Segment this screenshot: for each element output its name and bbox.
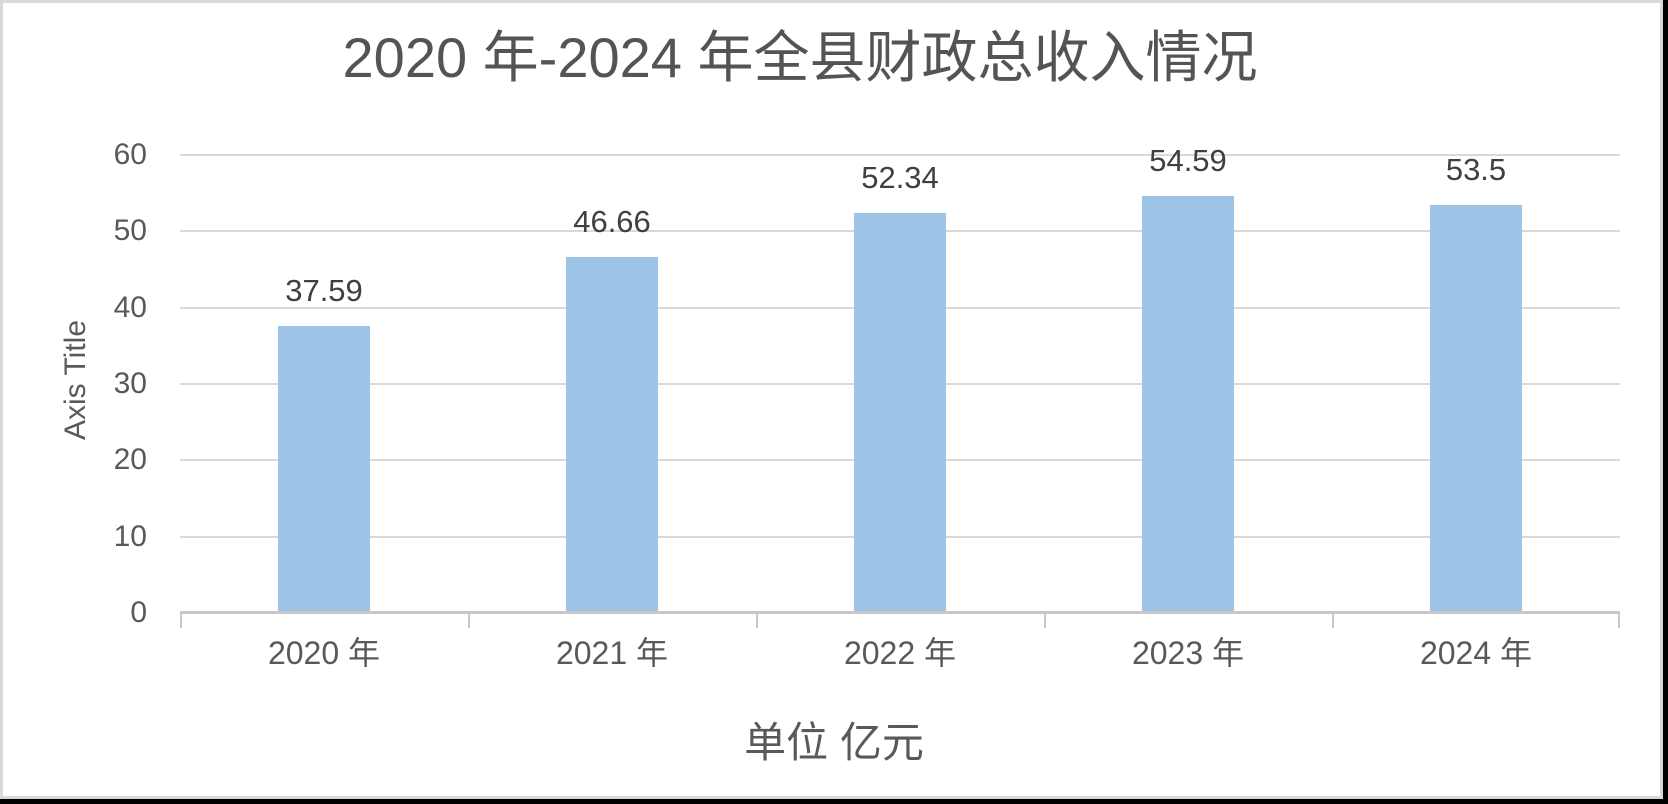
unit-caption: 单位 亿元 — [744, 719, 924, 766]
plot-area: 37.59 46.66 52.34 54.59 53.5 — [180, 145, 1620, 628]
bar-2023-年 — [1142, 196, 1234, 613]
y-tick-label-0: 0 — [130, 596, 147, 629]
x-axis-line — [180, 611, 1620, 614]
x-category-label-2022-年: 2022 年 — [843, 635, 957, 671]
x-axis-tick — [468, 614, 470, 628]
y-tick-label-20: 20 — [113, 443, 147, 476]
x-category-label-2023-年: 2023 年 — [1131, 635, 1245, 671]
data-label-2023-年: 54.59 — [1149, 143, 1227, 178]
y-tick-label-60: 60 — [113, 138, 147, 171]
x-axis-tick — [1332, 614, 1334, 628]
data-label-2020-年: 37.59 — [285, 273, 363, 308]
bar-2021-年 — [566, 257, 658, 613]
x-category-label-2021-年: 2021 年 — [555, 635, 669, 671]
x-axis-tick — [1044, 614, 1046, 628]
y-tick-label-40: 40 — [113, 291, 147, 324]
data-label-2021-年: 46.66 — [573, 204, 651, 239]
bar-2020-年 — [278, 326, 370, 613]
y-tick-label-30: 30 — [113, 367, 147, 400]
x-category-label-2020-年: 2020 年 — [267, 635, 381, 671]
y-tick-label-50: 50 — [113, 214, 147, 247]
x-axis-tick — [756, 614, 758, 628]
x-category-label-2024-年: 2024 年 — [1419, 635, 1533, 671]
x-axis-tick — [180, 614, 182, 628]
data-label-2022-年: 52.34 — [861, 160, 939, 195]
y-tick-label-10: 10 — [113, 520, 147, 553]
x-axis-tick — [1618, 614, 1620, 628]
bar-2024-年 — [1430, 205, 1522, 613]
chart-title: 2020 年-2024 年全县财政总收入情况 — [342, 26, 1258, 89]
gridline-60 — [180, 154, 1620, 156]
data-label-2024-年: 53.5 — [1445, 152, 1507, 187]
bar-2022-年 — [854, 213, 946, 613]
